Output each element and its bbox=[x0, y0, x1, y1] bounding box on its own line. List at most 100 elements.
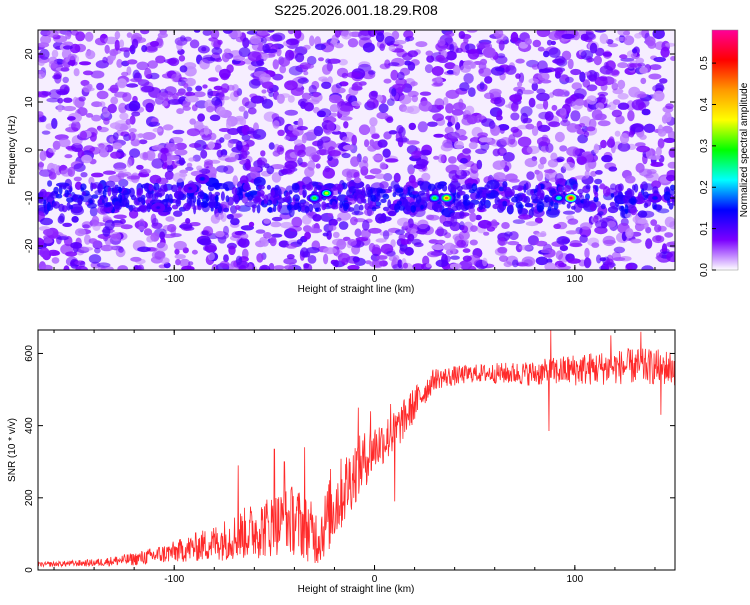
heatmap-cell bbox=[118, 102, 127, 114]
snr-series-line bbox=[38, 330, 675, 568]
heatmap-cell bbox=[483, 47, 496, 58]
heatmap-cell bbox=[468, 184, 473, 189]
heatmap-cell bbox=[185, 95, 199, 103]
heatmap-cell bbox=[297, 157, 303, 166]
heatmap-cell bbox=[637, 219, 648, 224]
heatmap-cell bbox=[599, 65, 613, 75]
heatmap-cell bbox=[62, 76, 69, 84]
heatmap-cell bbox=[102, 189, 107, 198]
heatmap-cell bbox=[38, 111, 44, 118]
heatmap-cell bbox=[560, 119, 571, 127]
heatmap-cell bbox=[619, 133, 630, 144]
heatmap-cell bbox=[334, 30, 341, 38]
heatmap-cell bbox=[217, 39, 223, 45]
heatmap-cell bbox=[558, 263, 567, 268]
heatmap-cell bbox=[79, 260, 86, 268]
heatmap-cell bbox=[669, 184, 675, 191]
heatmap-cell bbox=[39, 150, 47, 162]
heatmap-cell bbox=[641, 108, 651, 116]
heatmap-cell bbox=[308, 84, 317, 95]
heatmap-cell bbox=[232, 175, 239, 186]
heatmap-cell bbox=[553, 223, 562, 229]
heatmap-cell bbox=[387, 199, 392, 209]
heatmap-cell bbox=[630, 238, 642, 244]
heatmap-cell bbox=[364, 208, 374, 216]
heatmap-cell bbox=[452, 102, 467, 111]
heatmap-cell bbox=[640, 183, 644, 190]
heatmap-cell bbox=[148, 72, 160, 80]
heatmap-cell bbox=[483, 231, 490, 236]
heatmap-cell bbox=[286, 254, 295, 260]
heatmap-cell bbox=[211, 96, 221, 106]
heatmap-cell bbox=[458, 164, 468, 170]
heatmap-cell bbox=[536, 205, 544, 213]
heatmap-cell bbox=[540, 231, 547, 237]
heatmap-cell bbox=[583, 131, 590, 138]
heatmap-cell bbox=[126, 158, 132, 168]
heatmap-cell bbox=[581, 125, 588, 133]
x-tick-label: -100 bbox=[164, 574, 184, 585]
heatmap-cell bbox=[229, 267, 239, 270]
heatmap-cell bbox=[667, 161, 675, 169]
heatmap-cell bbox=[432, 113, 444, 122]
heatmap-cell bbox=[41, 130, 51, 135]
heatmap-cell bbox=[197, 113, 206, 122]
heatmap-cell bbox=[219, 260, 230, 269]
heatmap-cell bbox=[261, 193, 265, 199]
heatmap-cell bbox=[303, 70, 309, 76]
heatmap-cell bbox=[617, 30, 630, 37]
heatmap-cell bbox=[512, 219, 526, 225]
heatmap-cell bbox=[394, 229, 405, 235]
heatmap-cell bbox=[518, 244, 533, 251]
heatmap-cell bbox=[202, 84, 208, 89]
heatmap-cell bbox=[364, 175, 376, 180]
heatmap-cell bbox=[62, 45, 73, 50]
heatmap-cell bbox=[97, 144, 109, 153]
heatmap-cell bbox=[152, 127, 163, 133]
heatmap-cell bbox=[665, 103, 674, 110]
heatmap-cell bbox=[353, 177, 362, 184]
heatmap-cell bbox=[563, 185, 572, 192]
heatmap-cell bbox=[376, 111, 389, 120]
heatmap-cell bbox=[193, 91, 206, 98]
heatmap-cell bbox=[78, 61, 92, 66]
heatmap-cell bbox=[450, 114, 459, 125]
heatmap-cell bbox=[447, 132, 460, 139]
heatmap-cell bbox=[228, 245, 236, 256]
heatmap-cell bbox=[315, 185, 322, 190]
heatmap-cell bbox=[486, 226, 496, 232]
heatmap-cell bbox=[205, 195, 209, 202]
heatmap-cell bbox=[493, 172, 506, 181]
heatmap-cell bbox=[355, 186, 359, 193]
heatmap-cell bbox=[263, 194, 269, 205]
heatmap-cell bbox=[208, 77, 219, 82]
heatmap-cell bbox=[543, 169, 556, 174]
heatmap-cell bbox=[641, 265, 654, 270]
heatmap-cell bbox=[424, 64, 434, 74]
heatmap-cell bbox=[306, 247, 320, 254]
heatmap-cell bbox=[193, 204, 197, 215]
heatmap-cell bbox=[199, 168, 211, 175]
heatmap-cell bbox=[247, 107, 257, 115]
heatmap-hotspot bbox=[653, 196, 657, 200]
heatmap-cell bbox=[58, 138, 71, 148]
heatmap-cell bbox=[163, 183, 168, 192]
heatmap-cell bbox=[226, 214, 234, 220]
heatmap-cell bbox=[218, 128, 231, 132]
heatmap-cell bbox=[189, 39, 200, 49]
heatmap-cell bbox=[603, 61, 609, 70]
heatmap-cell bbox=[279, 65, 287, 74]
heatmap-cell bbox=[98, 101, 106, 108]
heatmap-cell bbox=[547, 159, 559, 168]
heatmap-cell bbox=[116, 58, 123, 68]
heatmap-cell bbox=[248, 166, 262, 172]
heatmap-cell bbox=[57, 236, 69, 241]
heatmap-cell bbox=[567, 58, 574, 70]
heatmap-cell bbox=[144, 67, 152, 79]
heatmap-cell bbox=[308, 203, 314, 213]
heatmap-cell bbox=[91, 215, 100, 226]
heatmap-cell bbox=[595, 113, 607, 121]
heatmap-cell bbox=[599, 183, 606, 189]
heatmap-cell bbox=[318, 76, 329, 82]
heatmap-cell bbox=[244, 101, 257, 109]
